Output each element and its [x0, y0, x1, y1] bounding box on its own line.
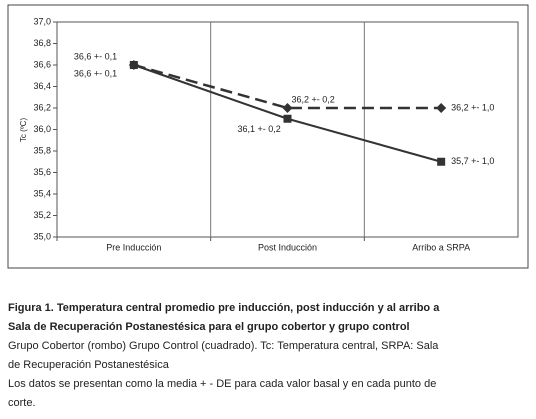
diamond-marker: [282, 103, 293, 113]
y-tick-label: 35,8: [33, 145, 51, 155]
data-label: 36,6 +- 0,1: [74, 68, 117, 78]
x-tick-label: Post Inducción: [258, 242, 317, 252]
caption-line: Figura 1. Temperatura central promedio p…: [8, 302, 440, 314]
x-tick-label: Pre Inducción: [106, 242, 161, 252]
series-line: [133, 63, 442, 110]
chart-frame: [7, 4, 529, 269]
y-tick-label: 36,8: [33, 38, 51, 48]
caption-line: Los datos se presentan como la media + -…: [8, 378, 436, 390]
y-tick-label: 35,2: [33, 210, 51, 220]
caption-line: corte.: [8, 397, 36, 409]
square-marker: [437, 157, 446, 166]
square-marker: [129, 61, 138, 69]
series-line: [133, 64, 442, 163]
data-label: 36,2 +- 0,2: [292, 94, 335, 104]
y-tick-label: 36,6: [33, 59, 51, 69]
data-label: 36,2 +- 1,0: [451, 102, 494, 112]
diamond-marker: [436, 103, 447, 113]
y-tick-label: 36,4: [33, 81, 51, 91]
y-tick-label: 35,0: [33, 231, 51, 241]
data-label: 35,7 +- 1,0: [451, 156, 494, 166]
y-tick-label: 36,2: [33, 102, 51, 112]
y-tick-label: 36,0: [33, 124, 51, 134]
caption-line: de Recuperación Postanestésica: [8, 359, 170, 371]
caption-line: Grupo Cobertor (rombo) Grupo Control (cu…: [8, 340, 439, 352]
data-label: 36,6 +- 0,1: [74, 51, 117, 61]
x-tick-label: Arribo a SRPA: [412, 242, 470, 252]
y-axis-label: Tc (ºC): [19, 118, 28, 143]
square-marker: [283, 114, 292, 123]
y-tick-label: 35,6: [33, 167, 51, 177]
data-label: 36,1 +- 0,2: [238, 124, 281, 134]
y-tick-label: 35,4: [33, 188, 51, 198]
caption-line: Sala de Recuperación Postanestésica para…: [8, 321, 410, 333]
plot-area: [56, 21, 519, 238]
y-tick-label: 37,0: [33, 16, 51, 26]
